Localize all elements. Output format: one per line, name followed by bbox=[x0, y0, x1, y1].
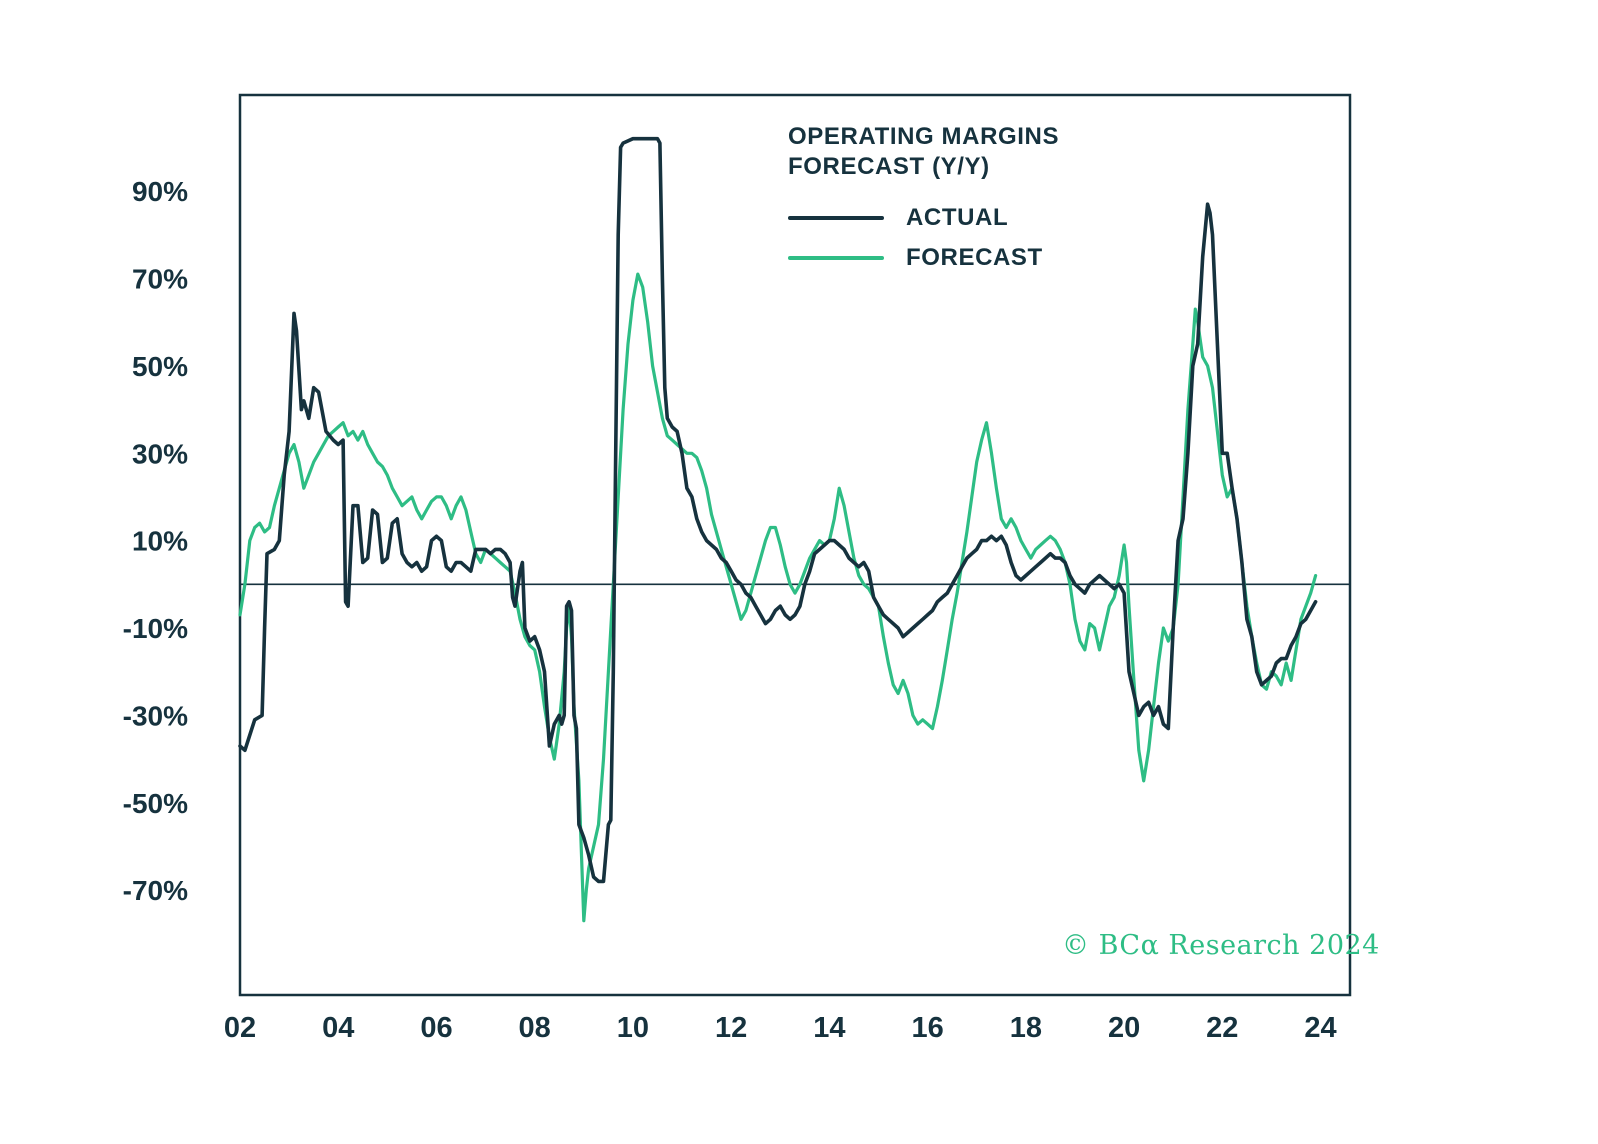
legend-label-forecast: FORECAST bbox=[906, 244, 1043, 271]
svg-text:-50%: -50% bbox=[123, 788, 188, 819]
svg-text:22: 22 bbox=[1206, 1012, 1238, 1044]
svg-text:12: 12 bbox=[715, 1012, 747, 1044]
svg-text:10%: 10% bbox=[132, 526, 188, 557]
actual-line-swatch bbox=[788, 216, 884, 220]
svg-text:10: 10 bbox=[617, 1012, 649, 1044]
chart-title-line1: OPERATING MARGINS bbox=[788, 123, 1060, 150]
svg-text:18: 18 bbox=[1010, 1012, 1042, 1044]
svg-text:20: 20 bbox=[1108, 1012, 1140, 1044]
svg-text:-10%: -10% bbox=[123, 613, 188, 644]
svg-text:04: 04 bbox=[322, 1012, 354, 1044]
svg-text:16: 16 bbox=[911, 1012, 943, 1044]
svg-text:-30%: -30% bbox=[123, 700, 188, 731]
series-line-actual bbox=[238, 136, 1318, 884]
svg-text:14: 14 bbox=[813, 1012, 845, 1044]
svg-text:08: 08 bbox=[519, 1012, 551, 1044]
copyright-notice: © BCα Research 2024 bbox=[1062, 930, 1380, 961]
svg-text:70%: 70% bbox=[132, 263, 188, 294]
svg-text:90%: 90% bbox=[132, 176, 188, 207]
svg-text:50%: 50% bbox=[132, 351, 188, 382]
forecast-line-swatch bbox=[788, 256, 884, 260]
legend-item-actual: ACTUAL bbox=[788, 198, 1043, 238]
svg-text:02: 02 bbox=[224, 1012, 256, 1044]
svg-text:-70%: -70% bbox=[123, 875, 188, 906]
chart-title-line2: FORECAST (Y/Y) bbox=[788, 153, 990, 180]
series-line-forecast bbox=[238, 272, 1318, 923]
svg-text:06: 06 bbox=[420, 1012, 452, 1044]
legend: ACTUAL FORECAST bbox=[788, 198, 1043, 278]
legend-item-forecast: FORECAST bbox=[788, 238, 1043, 278]
svg-text:24: 24 bbox=[1304, 1012, 1336, 1044]
legend-label-actual: ACTUAL bbox=[906, 204, 1009, 231]
svg-text:30%: 30% bbox=[132, 438, 188, 469]
chart-title: OPERATING MARGINS FORECAST (Y/Y) bbox=[788, 122, 1059, 182]
